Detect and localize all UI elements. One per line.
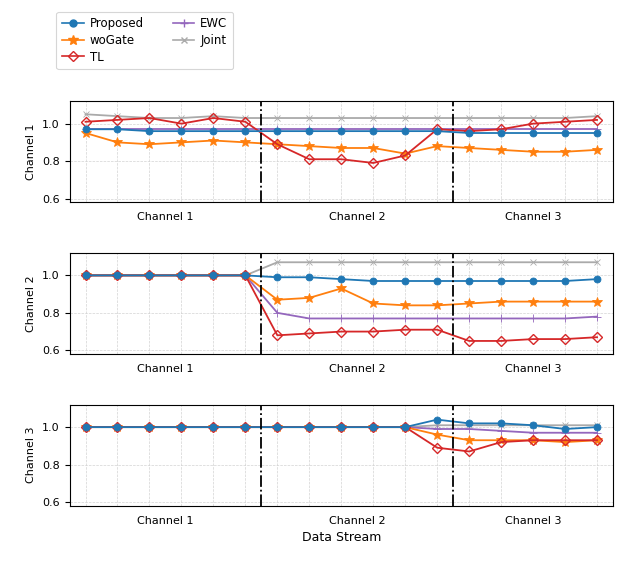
X-axis label: Data Stream: Data Stream — [301, 531, 381, 544]
Y-axis label: Channel 3: Channel 3 — [27, 427, 37, 483]
Legend: Proposed, woGate, TL, EWC, Joint: Proposed, woGate, TL, EWC, Joint — [56, 12, 233, 70]
Y-axis label: Channel 1: Channel 1 — [27, 124, 37, 180]
Y-axis label: Channel 2: Channel 2 — [27, 275, 37, 332]
